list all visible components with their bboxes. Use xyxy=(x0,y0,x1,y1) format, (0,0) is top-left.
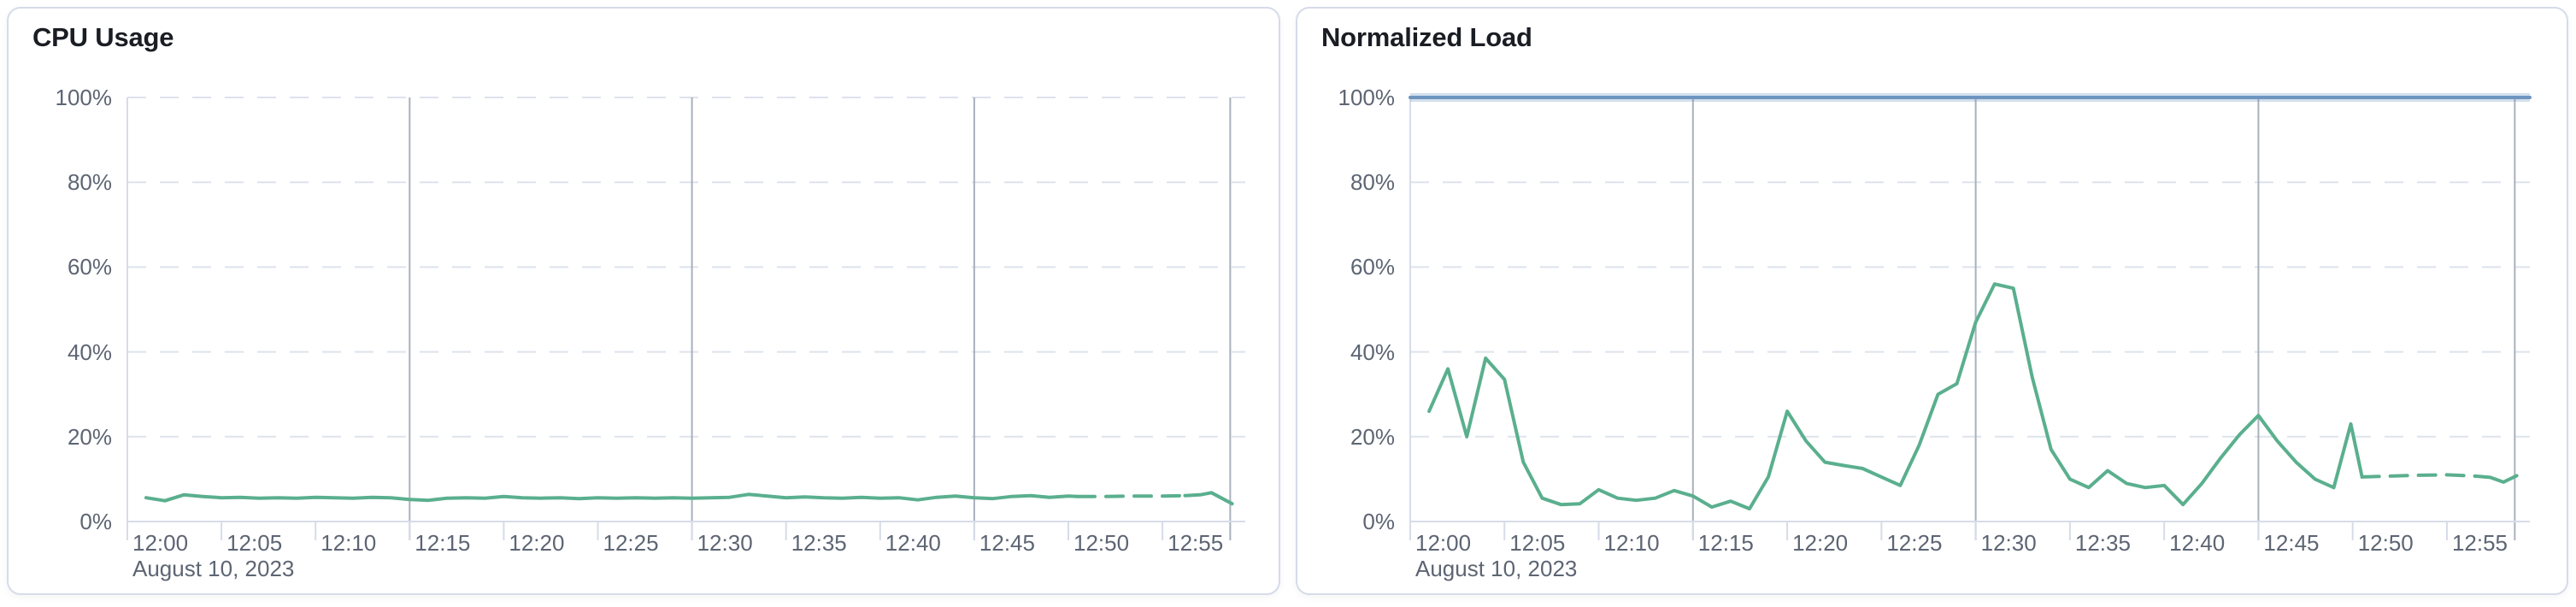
panel-title-cpu-usage: CPU Usage xyxy=(32,22,174,52)
series-cpu-usage[interactable] xyxy=(1183,491,1234,506)
plot-area[interactable] xyxy=(9,9,1279,593)
x-tick-label: 12:10 xyxy=(1603,530,1660,556)
x-tick-label: 12:30 xyxy=(697,530,753,556)
x-tick-label: 12:35 xyxy=(791,530,847,556)
y-tick-label: 80% xyxy=(67,169,112,196)
x-tick-label: 12:55 xyxy=(2451,530,2508,556)
normalized-load-chart[interactable]: 0% 20% 40% 60% 80% 100% 12:00 12:05 12:10 12:15 12… xyxy=(1297,9,2567,593)
x-tick-label: 12:40 xyxy=(885,530,941,556)
x-tick-label: 12:45 xyxy=(2263,530,2320,556)
x-tick-label: 12:05 xyxy=(226,530,283,556)
y-tick-label: 60% xyxy=(67,254,112,280)
series-normalized-load[interactable] xyxy=(2360,473,2477,479)
y-tick-label: 60% xyxy=(1350,254,1395,280)
y-tick-label: 20% xyxy=(1350,423,1395,450)
x-tick-label: 12:15 xyxy=(1697,530,1754,556)
cpu-usage-chart[interactable]: 0% 20% 40% 60% 80% 100% 12:00 12:05 12:10 12:15 12… xyxy=(9,9,1279,593)
series-cpu-usage[interactable] xyxy=(1076,493,1187,498)
y-tick-label: 100% xyxy=(1338,85,1396,110)
x-tick-label: 12:00 xyxy=(1415,530,1472,556)
date-label: August 10, 2023 xyxy=(1415,556,1578,581)
y-tick-label: 40% xyxy=(67,339,112,365)
normalized-load-panel: Normalized Load 0% 20% 40% 60% 80% 100% 12:00 1… xyxy=(1296,7,2568,595)
x-tick-label: 12:15 xyxy=(415,530,471,556)
x-tick-label: 12:55 xyxy=(1167,530,1224,556)
date-label: August 10, 2023 xyxy=(132,556,295,581)
x-tick-label: 12:20 xyxy=(1792,530,1849,556)
x-tick-label: 12:40 xyxy=(2169,530,2226,556)
x-tick-label: 12:50 xyxy=(2357,530,2414,556)
x-tick-label: 12:30 xyxy=(1980,530,2037,556)
y-tick-label: 20% xyxy=(67,423,112,450)
series-normalized-load[interactable] xyxy=(1427,282,2364,511)
x-tick-label: 12:25 xyxy=(603,530,659,556)
x-tick-label: 12:05 xyxy=(1509,530,1566,556)
x-tick-label: 12:35 xyxy=(2074,530,2131,556)
x-tick-label: 12:20 xyxy=(509,530,565,556)
x-tick-label: 12:50 xyxy=(1073,530,1130,556)
x-tick-label: 12:00 xyxy=(132,530,189,556)
x-tick-label: 12:45 xyxy=(979,530,1035,556)
y-tick-label: 40% xyxy=(1350,339,1395,365)
y-tick-label: 100% xyxy=(55,85,113,110)
y-tick-label: 0% xyxy=(1362,509,1395,534)
x-tick-label: 12:25 xyxy=(1886,530,1943,556)
panel-title-normalized-load: Normalized Load xyxy=(1321,22,1532,52)
series-cpu-usage[interactable] xyxy=(144,492,1079,503)
plot-area[interactable] xyxy=(1297,9,2567,593)
cpu-usage-panel: CPU Usage 0% 20% 40% 60% 80% 100% 12:00 12:05 12… xyxy=(7,7,1280,595)
x-tick-label: 12:10 xyxy=(321,530,377,556)
series-normalized-load[interactable] xyxy=(2473,474,2519,484)
y-tick-label: 80% xyxy=(1350,169,1395,196)
y-tick-label: 0% xyxy=(79,509,112,534)
